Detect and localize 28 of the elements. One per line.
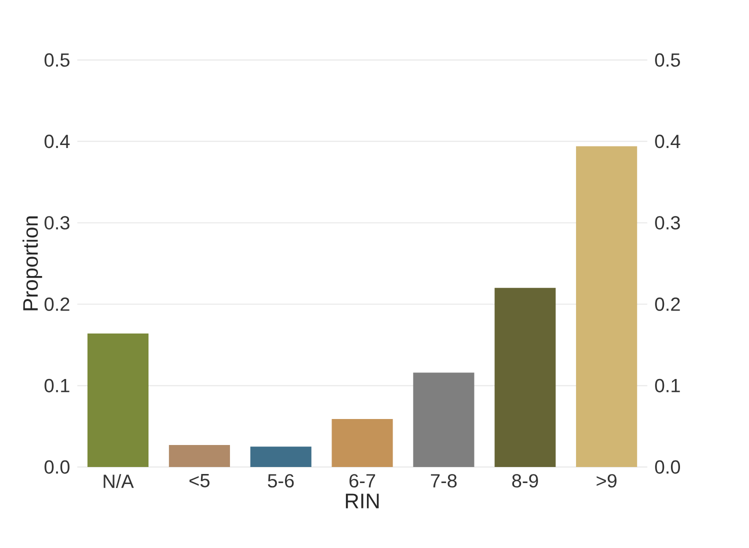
bar [250,446,312,468]
y-tick-label: 0.4 [44,134,70,148]
y2-tick-label: 0.4 [655,134,680,148]
x-tick-label: 8-9 [512,474,538,488]
y-tick-label: 0.2 [44,297,70,311]
x-tick-label: 5-6 [268,474,294,488]
y2-tick-label: 0.5 [655,53,680,67]
bar [168,445,230,468]
x-tick-label: 7-8 [430,474,457,488]
y2-tick-label: 0.0 [655,460,680,474]
y2-tick-label: 0.1 [655,378,680,392]
bar [576,146,638,468]
y-tick-label: 0.3 [44,216,70,230]
y-tick-label: 0.0 [44,460,70,474]
y2-tick-label: 0.2 [655,297,680,311]
x-tick-label: 6-7 [350,474,376,488]
bar [332,418,393,468]
y-axis-title: Proportion [22,216,42,310]
x-tick-label: >9 [596,474,616,488]
x-axis-title: RIN [346,494,379,508]
bar [87,334,149,468]
bar [494,288,556,468]
y2-tick-label: 0.3 [655,216,680,230]
y-tick-label: 0.5 [44,53,70,67]
x-tick-label: N/A [104,474,134,488]
x-tick-label: <5 [190,474,210,488]
bar [413,372,474,468]
y-tick-label: 0.1 [44,378,70,392]
